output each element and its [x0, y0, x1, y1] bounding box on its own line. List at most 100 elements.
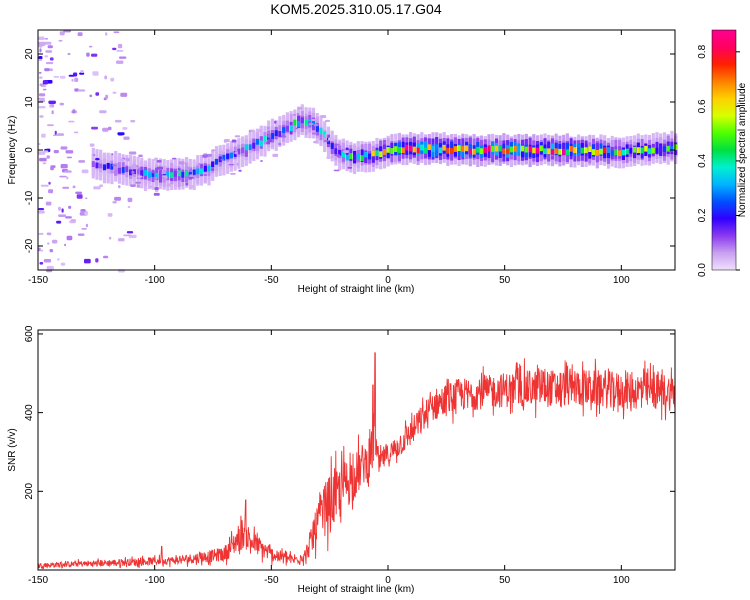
spectrogram-cell	[161, 171, 166, 175]
spectrogram-cell	[109, 170, 115, 174]
spectrogram-cell	[438, 147, 443, 154]
spectrogram-cell	[38, 58, 43, 61]
x-tick-label: -50	[264, 275, 279, 286]
spectrogram-cell	[315, 125, 319, 132]
spectrogram-cell	[196, 168, 200, 175]
spectrogram-cell	[476, 146, 480, 153]
spectrogram-cell	[42, 88, 47, 91]
spectrogram-cell	[74, 77, 79, 82]
spectrogram-cell	[394, 146, 398, 152]
y-tick-label: -20	[24, 238, 35, 253]
spectrogram-cell	[60, 262, 66, 266]
spectrogram-cell	[292, 113, 297, 116]
spectrogram-cell	[72, 109, 76, 112]
spectrogram-cell	[502, 148, 506, 155]
spectrogram-cell	[258, 129, 262, 133]
spectrogram-cell	[562, 148, 566, 155]
spectrogram-cell	[40, 85, 47, 88]
spectrogram-cell	[629, 147, 633, 154]
spectrogram-cell	[573, 147, 577, 153]
spectrogram-cell	[112, 47, 117, 51]
spectrogram-cell	[102, 164, 107, 171]
spectrogram-cell	[154, 157, 158, 161]
y-tick-label: -10	[24, 190, 35, 205]
spectrogram-cell	[64, 243, 67, 247]
spectrogram-cell	[633, 146, 637, 153]
spectrogram-cell	[132, 168, 136, 174]
spectrogram-cell	[99, 162, 103, 164]
y-tick-label: 600	[24, 325, 35, 342]
spectrogram-cell	[450, 141, 454, 154]
spectrogram-cell	[85, 223, 88, 228]
spectrogram-cell	[308, 123, 314, 125]
spectrogram-cell	[65, 216, 72, 219]
spectrogram-cell	[341, 151, 345, 158]
spectrogram-cell	[112, 201, 117, 204]
spectrogram-cell	[248, 144, 252, 151]
spectrogram-cell	[74, 88, 79, 92]
spectrogram-cell	[535, 147, 540, 154]
spectrogram-cell	[202, 154, 208, 158]
spectrogram-cell	[188, 177, 194, 179]
spectrogram-cell	[54, 130, 57, 135]
spectrogram-cell	[105, 94, 109, 99]
spectrogram-cell	[328, 137, 334, 141]
spectrogram-cell	[244, 144, 248, 151]
spectrogram-cell	[140, 170, 144, 176]
x-tick-label: -100	[145, 575, 165, 586]
spectrogram-cell	[330, 143, 334, 149]
spectrogram-cell	[281, 135, 287, 138]
spectrogram-cell	[76, 194, 83, 199]
spectrogram-cell	[39, 115, 44, 118]
spectrogram-cell	[72, 185, 76, 189]
spectrogram-cell	[99, 110, 107, 114]
spectrogram-cell	[106, 163, 110, 169]
spectrogram-cell	[238, 169, 242, 172]
spectrogram-cell	[104, 75, 107, 80]
spectrogram-cell	[162, 172, 166, 178]
spectrogram-cell	[38, 247, 41, 252]
spectrogram-cell	[81, 169, 89, 174]
spectrogram-marks	[38, 30, 678, 273]
spectrogram-cell	[158, 173, 163, 180]
spectrogram-cell	[614, 149, 618, 156]
spectrogram-cell	[151, 171, 155, 177]
x-tick-label: 0	[385, 575, 391, 586]
spectrogram-cell	[547, 148, 551, 155]
spectrogram-cell	[125, 166, 129, 173]
spectrogram-cell	[85, 197, 88, 200]
spectrogram-cell	[409, 145, 413, 152]
x-tick-label: 100	[613, 275, 630, 286]
spectrogram-cell	[68, 120, 75, 123]
x-tick-label: 0	[385, 275, 391, 286]
spectrogram-cell	[38, 151, 46, 155]
spectrogram-cell	[162, 175, 168, 178]
spectrogram-cell	[119, 158, 125, 162]
snr-series-line	[37, 352, 676, 570]
spectrogram-cell	[47, 45, 53, 49]
snr-frame	[37, 329, 676, 571]
spectrogram-cell	[547, 142, 551, 155]
spectrogram-cell	[60, 164, 68, 169]
spectrogram-cell	[128, 151, 137, 155]
spectrogram-cell	[77, 89, 86, 92]
spectrogram-cell	[274, 130, 278, 137]
spectrogram-cell	[588, 146, 592, 159]
spectrogram-cell	[259, 140, 263, 147]
spectrogram-cell	[371, 150, 375, 163]
spectrogram-cell	[255, 138, 260, 145]
spectrogram-cell	[122, 127, 128, 130]
spectrogram-cell	[60, 146, 68, 150]
spectrogram-cell	[46, 232, 52, 236]
x-tick-label: -150	[28, 575, 48, 586]
spectrogram-cell	[59, 102, 64, 106]
spectrogram-cell	[234, 151, 239, 155]
spectrogram-cell	[38, 143, 41, 145]
spectrogram-cell	[155, 172, 159, 179]
spectrogram-cell	[121, 167, 125, 173]
spectrogram-cell	[177, 187, 181, 190]
spectrogram-cell	[345, 147, 349, 161]
spectrogram-cell	[625, 148, 629, 155]
spectrogram-cell	[423, 141, 428, 154]
